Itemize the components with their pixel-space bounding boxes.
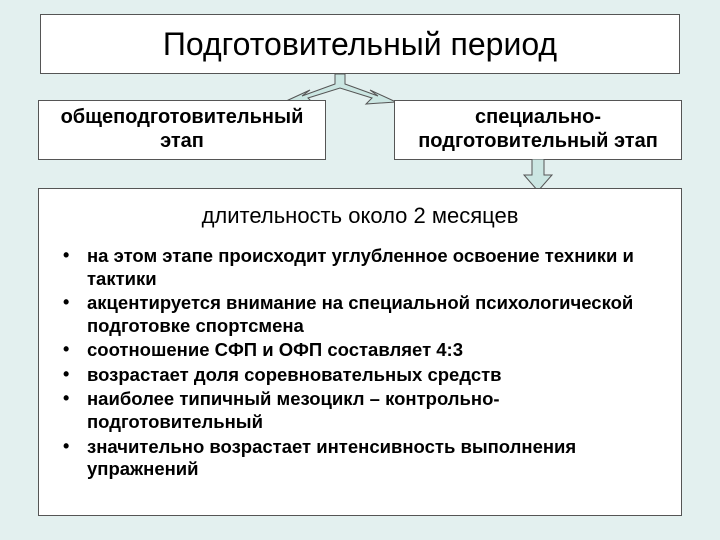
list-item: возрастает доля соревновательных средств [57,364,663,387]
branch-left-label: общеподготовительный этап [47,106,317,153]
list-item: наиболее типичный мезоцикл – контрольно-… [57,388,663,433]
title-box: Подготовительный период [40,14,680,74]
list-item: акцентируется внимание на специальной пс… [57,292,663,337]
branch-right-box: специально-подготовительный этап [394,100,682,160]
branch-left-box: общеподготовительный этап [38,100,326,160]
slide-title: Подготовительный период [163,26,557,63]
subtitle: длительность около 2 месяцев [57,203,663,229]
content-box: длительность около 2 месяцев на этом эта… [38,188,682,516]
branch-right-label: специально-подготовительный этап [403,106,673,153]
list-item: на этом этапе происходит углубленное осв… [57,245,663,290]
list-item: значительно возрастает интенсивность вып… [57,436,663,481]
bullet-list: на этом этапе происходит углубленное осв… [57,245,663,481]
list-item: соотношение СФП и ОФП составляет 4:3 [57,339,663,362]
